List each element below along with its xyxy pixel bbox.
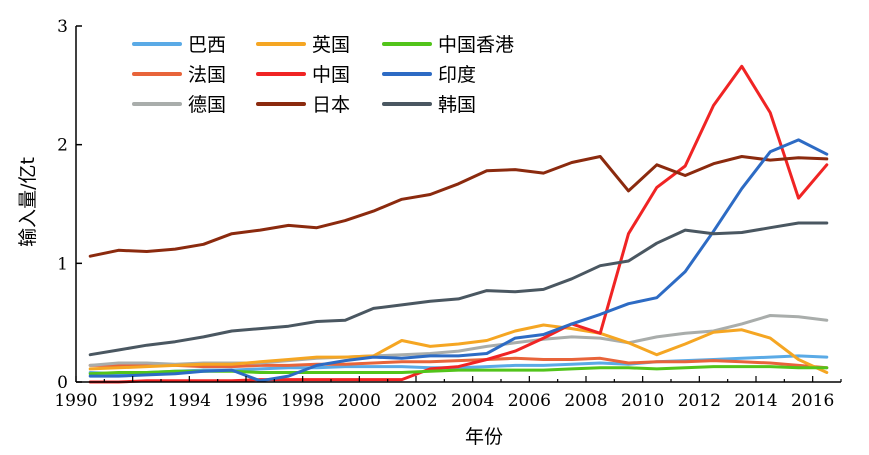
- y-tick-label: 1: [57, 254, 68, 274]
- x-tick-label: 2008: [564, 391, 607, 411]
- legend-label: 英国: [312, 34, 350, 56]
- legend-label: 中国: [312, 64, 350, 86]
- y-tick-label: 3: [57, 17, 68, 37]
- legend-label: 日本: [312, 94, 350, 116]
- series-line-韩国: [88, 221, 829, 357]
- x-tick-label: 2004: [451, 391, 494, 411]
- x-tick-label: 1998: [281, 391, 324, 411]
- x-tick-label: 2010: [621, 391, 664, 411]
- x-tick-label: 1996: [224, 391, 267, 411]
- legend-label: 德国: [188, 94, 226, 116]
- x-tick-label: 1992: [111, 391, 154, 411]
- legend-label: 印度: [438, 64, 476, 86]
- series-lines: [88, 64, 829, 384]
- y-axis-title: 输入量/亿t: [17, 157, 39, 247]
- x-axis-title: 年份: [465, 426, 503, 448]
- x-tick-label: 1990: [54, 391, 97, 411]
- x-tick-label: 2016: [791, 391, 834, 411]
- x-tick-label: 2012: [678, 391, 721, 411]
- series-line-日本: [88, 155, 829, 258]
- series-line-中国: [88, 64, 829, 384]
- x-tick-label: 1994: [168, 391, 211, 411]
- legend-label: 法国: [188, 64, 226, 86]
- y-tick-label: 0: [57, 373, 68, 393]
- x-tick-label: 2002: [394, 391, 437, 411]
- axes: 0 1 2 3 1990 1992 1994 1996 1998 2000 2002 2004 2006…: [54, 17, 842, 411]
- x-tick-label: 2000: [338, 391, 381, 411]
- legend-label: 巴西: [188, 34, 226, 56]
- x-tick-label: 2014: [734, 391, 777, 411]
- x-tick-label: 2006: [508, 391, 551, 411]
- series-line-英国: [88, 323, 829, 374]
- legend-label: 中国香港: [438, 34, 514, 56]
- y-tick-label: 2: [57, 136, 68, 156]
- legend-label: 韩国: [438, 94, 476, 116]
- series-line-印度: [88, 138, 829, 383]
- series-line-法国: [88, 356, 829, 370]
